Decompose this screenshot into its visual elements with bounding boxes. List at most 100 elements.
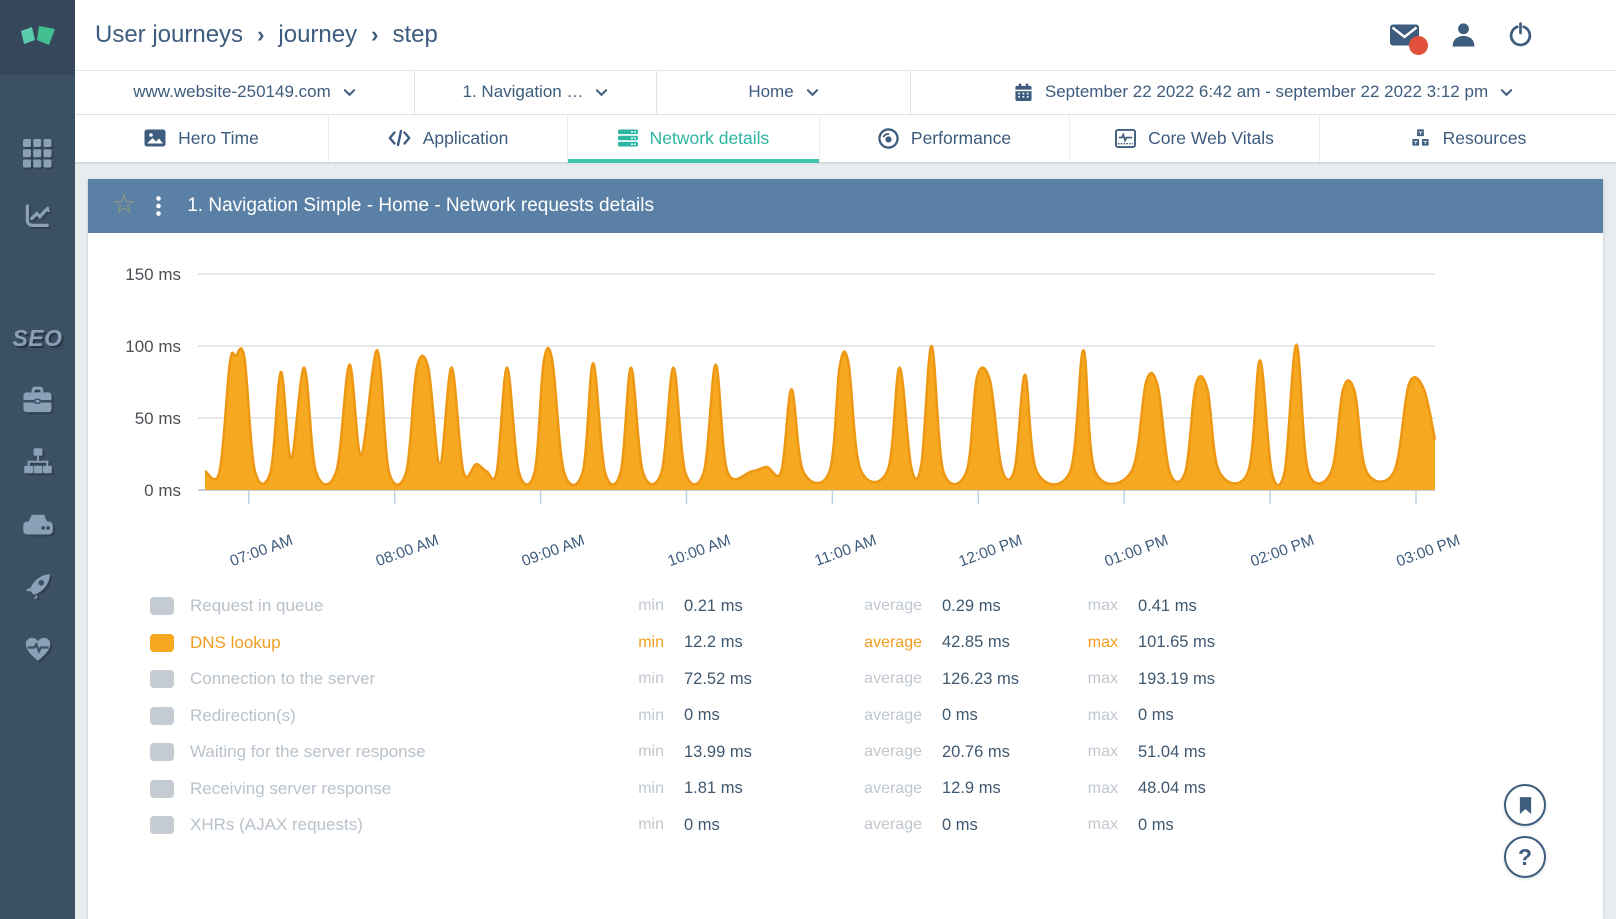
user-icon — [1452, 23, 1475, 47]
average-label: average — [864, 779, 922, 797]
tab-performance[interactable]: Performance — [820, 114, 1070, 162]
average-value: 0 ms — [942, 815, 978, 834]
legend-label[interactable]: Receiving server response — [190, 778, 392, 798]
date-range-value: September 22 2022 6:42 am - september 22… — [1044, 82, 1489, 102]
area-chart[interactable]: 0 ms 50 ms 100 ms 150 ms 07:00 AM 08:00 AM 09:… — [88, 239, 1603, 584]
bookmark-icon — [1519, 796, 1531, 814]
step-dropdown[interactable]: Home — [657, 70, 911, 114]
journey-dropdown-value: 1. Navigation … — [462, 82, 584, 102]
sidebar-item-hosting[interactable] — [0, 493, 75, 555]
sidebar-item-boost[interactable] — [0, 555, 75, 617]
logout-button[interactable] — [1507, 21, 1534, 48]
max-value: 0.41 ms — [1138, 596, 1197, 615]
legend-swatch[interactable] — [150, 706, 174, 725]
sidebar-item-dashboard[interactable] — [0, 123, 75, 185]
max-label: max — [1087, 670, 1118, 688]
tab-label: Network details — [649, 127, 770, 148]
max-label: max — [1087, 633, 1118, 651]
chart-legend: Request in queue min 0.21 ms average 0.29 ms… — [88, 584, 1603, 874]
calendar-icon — [1015, 83, 1032, 101]
legend-swatch[interactable] — [150, 670, 174, 689]
average-value: 20.76 ms — [942, 742, 1010, 761]
tab-hero-time[interactable]: Hero Time — [75, 114, 329, 162]
cubes-icon — [1411, 128, 1430, 147]
average-label: average — [864, 743, 922, 761]
legend-row: Connection to the server min 72.52 ms avera… — [150, 661, 1603, 698]
legend-label[interactable]: Request in queue — [190, 596, 324, 616]
average-label: average — [864, 670, 922, 688]
breadcrumb-user-journeys[interactable]: User journeys — [95, 20, 244, 48]
journey-dropdown[interactable]: 1. Navigation … — [415, 70, 657, 114]
legend-swatch[interactable] — [150, 633, 174, 652]
max-value: 193.19 ms — [1138, 669, 1216, 688]
legend-row: Redirection(s) min 0 ms average 0 ms max 0 ms — [150, 698, 1603, 735]
grid-icon — [22, 139, 51, 168]
vertical-dots-icon — [156, 196, 162, 216]
max-value: 101.65 ms — [1138, 633, 1216, 652]
average-value: 0 ms — [942, 706, 978, 725]
tab-resources[interactable]: Resources — [1320, 115, 1616, 162]
sidebar-item-monitoring[interactable] — [0, 185, 75, 247]
sidebar-item-sitemap[interactable] — [0, 431, 75, 493]
app-logo[interactable] — [0, 0, 75, 75]
server-drive-icon — [22, 514, 53, 535]
average-value: 126.23 ms — [942, 669, 1020, 688]
legend-label[interactable]: Waiting for the server response — [190, 742, 426, 762]
bookmark-button[interactable] — [1504, 784, 1546, 826]
date-range-dropdown[interactable]: September 22 2022 6:42 am - september 22… — [911, 71, 1616, 114]
tab-network-details[interactable]: Network details — [568, 114, 820, 164]
website-dropdown[interactable]: www.website-250149.com — [75, 70, 415, 114]
tab-application[interactable]: Application — [329, 114, 568, 162]
sidebar-item-seo[interactable]: SEO — [0, 307, 75, 369]
help-button[interactable]: ? — [1504, 836, 1546, 878]
messages-button[interactable] — [1389, 23, 1428, 55]
average-label: average — [864, 597, 922, 615]
hero-image-icon — [144, 129, 166, 147]
min-value: 0 ms — [684, 706, 720, 725]
legend-label[interactable]: DNS lookup — [190, 632, 281, 652]
legend-swatch[interactable] — [150, 779, 174, 798]
tab-label: Resources — [1442, 127, 1527, 148]
min-label: min — [638, 670, 664, 688]
tab-core-web-vitals[interactable]: Core Web Vitals — [1070, 114, 1320, 162]
leaf-logo-icon — [20, 25, 55, 45]
legend-row: XHRs (AJAX requests) min 0 ms average 0 ms ma… — [150, 807, 1603, 844]
notification-badge — [1409, 35, 1428, 55]
min-value: 0.21 ms — [684, 596, 743, 615]
legend-swatch[interactable] — [150, 743, 174, 762]
min-label: min — [638, 779, 664, 797]
sidebar-item-tools[interactable] — [0, 369, 75, 431]
min-value: 1.81 ms — [684, 779, 743, 798]
legend-label[interactable]: XHRs (AJAX requests) — [190, 815, 363, 835]
tab-label: Performance — [910, 127, 1012, 148]
legend-row: Waiting for the server response min 13.99 … — [150, 734, 1603, 771]
svg-text:150 ms: 150 ms — [125, 265, 181, 284]
legend-swatch[interactable] — [150, 597, 174, 616]
max-label: max — [1087, 706, 1118, 724]
svg-text:08:00 AM: 08:00 AM — [374, 532, 441, 570]
filter-bar: www.website-250149.com 1. Navigation … H… — [75, 69, 1616, 115]
account-button[interactable] — [1450, 21, 1477, 48]
min-value: 0 ms — [684, 815, 720, 834]
min-value: 12.2 ms — [684, 633, 743, 652]
briefcase-icon — [23, 386, 52, 413]
breadcrumb-journey[interactable]: journey — [278, 20, 358, 48]
heart-pulse-icon — [25, 637, 50, 661]
svg-text:03:00 PM: 03:00 PM — [1394, 532, 1462, 571]
chevron-down-icon — [343, 88, 355, 96]
svg-text:09:00 AM: 09:00 AM — [520, 532, 587, 570]
legend-label[interactable]: Redirection(s) — [190, 705, 296, 725]
sidebar-item-health[interactable] — [0, 617, 75, 679]
legend-label[interactable]: Connection to the server — [190, 669, 376, 689]
average-label: average — [864, 633, 922, 651]
tab-label: Application — [422, 127, 509, 148]
max-label: max — [1087, 779, 1118, 797]
max-value: 0 ms — [1138, 815, 1174, 834]
rocket-icon — [25, 574, 50, 600]
favorite-star-icon[interactable]: ☆ — [112, 189, 137, 219]
min-label: min — [638, 597, 664, 615]
breadcrumb-step[interactable]: step — [392, 20, 438, 48]
legend-swatch[interactable] — [150, 816, 174, 835]
panel-menu-button[interactable] — [156, 196, 162, 216]
average-value: 0.29 ms — [942, 596, 1001, 615]
